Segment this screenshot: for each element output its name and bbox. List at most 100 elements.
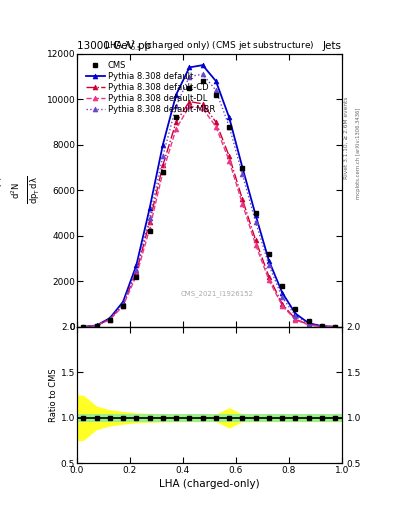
Pythia 8.308 default-MBR xyxy=(134,267,139,273)
CMS xyxy=(160,169,165,175)
Pythia 8.308 default-CD xyxy=(107,316,112,322)
CMS xyxy=(227,123,231,130)
Pythia 8.308 default-DL xyxy=(320,324,324,330)
Pythia 8.308 default xyxy=(147,205,152,211)
Line: Pythia 8.308 default: Pythia 8.308 default xyxy=(81,62,338,329)
CMS xyxy=(187,85,192,91)
Pythia 8.308 default-DL xyxy=(280,303,285,309)
Pythia 8.308 default-CD xyxy=(307,322,311,328)
CMS xyxy=(320,323,324,329)
Pythia 8.308 default xyxy=(160,142,165,148)
Pythia 8.308 default-MBR xyxy=(200,71,205,77)
Pythia 8.308 default-MBR xyxy=(307,321,311,327)
Pythia 8.308 default-MBR xyxy=(333,324,338,330)
Pythia 8.308 default-MBR xyxy=(107,315,112,322)
Pythia 8.308 default-CD xyxy=(293,316,298,322)
CMS xyxy=(253,210,258,216)
CMS xyxy=(200,78,205,84)
Pythia 8.308 default-CD xyxy=(253,237,258,243)
CMS xyxy=(307,318,311,324)
Pythia 8.308 default-DL xyxy=(94,323,99,329)
Pythia 8.308 default-DL xyxy=(240,201,245,207)
Pythia 8.308 default-DL xyxy=(81,324,86,330)
CMS xyxy=(107,317,112,323)
Text: Jets: Jets xyxy=(323,41,342,51)
Pythia 8.308 default-DL xyxy=(107,317,112,323)
Y-axis label: Ratio to CMS: Ratio to CMS xyxy=(49,368,58,422)
Pythia 8.308 default xyxy=(266,258,271,264)
Pythia 8.308 default xyxy=(134,262,139,268)
Pythia 8.308 default-CD xyxy=(174,119,178,125)
Pythia 8.308 default-DL xyxy=(134,272,139,279)
CMS xyxy=(94,323,99,329)
Pythia 8.308 default-MBR xyxy=(187,73,192,79)
Pythia 8.308 default xyxy=(213,78,218,84)
CMS xyxy=(121,303,125,309)
Pythia 8.308 default-MBR xyxy=(174,103,178,109)
Pythia 8.308 default-CD xyxy=(147,219,152,225)
Pythia 8.308 default-MBR xyxy=(293,313,298,319)
Pythia 8.308 default-MBR xyxy=(81,324,86,330)
Pythia 8.308 default-CD xyxy=(94,323,99,329)
Legend: CMS, Pythia 8.308 default, Pythia 8.308 default-CD, Pythia 8.308 default-DL, Pyt: CMS, Pythia 8.308 default, Pythia 8.308 … xyxy=(84,59,217,116)
Pythia 8.308 default xyxy=(200,62,205,68)
CMS xyxy=(147,228,152,234)
Pythia 8.308 default-DL xyxy=(147,226,152,232)
Pythia 8.308 default xyxy=(307,320,311,326)
CMS xyxy=(240,164,245,170)
Pythia 8.308 default-CD xyxy=(160,162,165,168)
Pythia 8.308 default-DL xyxy=(227,158,231,164)
Pythia 8.308 default-MBR xyxy=(94,323,99,329)
Pythia 8.308 default xyxy=(253,212,258,219)
Pythia 8.308 default xyxy=(81,324,86,330)
Pythia 8.308 default xyxy=(240,164,245,170)
Pythia 8.308 default xyxy=(174,92,178,98)
Pythia 8.308 default-MBR xyxy=(280,294,285,301)
Pythia 8.308 default xyxy=(187,65,192,71)
Pythia 8.308 default-CD xyxy=(213,119,218,125)
Pythia 8.308 default xyxy=(107,315,112,321)
Line: Pythia 8.308 default-DL: Pythia 8.308 default-DL xyxy=(81,103,338,329)
Title: LHA $\lambda^{1}_{0.5}$ (charged only) (CMS jet substructure): LHA $\lambda^{1}_{0.5}$ (charged only) (… xyxy=(104,38,314,53)
Pythia 8.308 default-DL xyxy=(266,277,271,283)
Y-axis label: $\mathrm{1}$
$\overline{\mathrm{d}N/\mathrm{d}p_T}$
$\mathrm{d}^2 N$
$\overline{: $\mathrm{1}$ $\overline{\mathrm{d}N/\mat… xyxy=(0,175,42,206)
Pythia 8.308 default xyxy=(280,290,285,296)
Pythia 8.308 default-CD xyxy=(266,274,271,280)
Pythia 8.308 default-CD xyxy=(227,153,231,159)
Pythia 8.308 default-MBR xyxy=(121,301,125,307)
X-axis label: LHA (charged-only): LHA (charged-only) xyxy=(159,479,260,489)
Line: Pythia 8.308 default-MBR: Pythia 8.308 default-MBR xyxy=(81,72,338,329)
Pythia 8.308 default-DL xyxy=(253,242,258,248)
Text: mcplots.cern.ch [arXiv:1306.3436]: mcplots.cern.ch [arXiv:1306.3436] xyxy=(356,108,361,199)
CMS xyxy=(333,324,338,330)
Text: Rivet 3.1.10, ≥ 2.6M events: Rivet 3.1.10, ≥ 2.6M events xyxy=(344,97,349,179)
Pythia 8.308 default-CD xyxy=(81,324,86,330)
Pythia 8.308 default xyxy=(293,311,298,317)
Pythia 8.308 default-DL xyxy=(307,322,311,328)
Pythia 8.308 default-DL xyxy=(160,169,165,175)
Pythia 8.308 default-MBR xyxy=(227,123,231,130)
Pythia 8.308 default-MBR xyxy=(253,219,258,225)
Pythia 8.308 default-CD xyxy=(240,196,245,202)
Pythia 8.308 default xyxy=(227,114,231,120)
Pythia 8.308 default-MBR xyxy=(320,323,324,329)
Pythia 8.308 default-CD xyxy=(280,301,285,307)
Pythia 8.308 default-MBR xyxy=(147,215,152,221)
Pythia 8.308 default-MBR xyxy=(266,262,271,268)
CMS xyxy=(134,274,139,280)
Pythia 8.308 default-DL xyxy=(213,123,218,130)
Pythia 8.308 default-DL xyxy=(174,126,178,132)
Pythia 8.308 default-CD xyxy=(200,101,205,107)
Pythia 8.308 default-DL xyxy=(121,303,125,309)
Pythia 8.308 default-DL xyxy=(187,103,192,109)
Pythia 8.308 default-DL xyxy=(200,105,205,112)
Pythia 8.308 default-CD xyxy=(320,324,324,330)
Pythia 8.308 default-CD xyxy=(121,302,125,308)
Pythia 8.308 default-DL xyxy=(333,324,338,330)
Line: CMS: CMS xyxy=(81,79,338,329)
CMS xyxy=(213,92,218,98)
Pythia 8.308 default-MBR xyxy=(213,87,218,93)
CMS xyxy=(280,283,285,289)
Pythia 8.308 default-MBR xyxy=(240,172,245,178)
CMS xyxy=(81,324,86,330)
